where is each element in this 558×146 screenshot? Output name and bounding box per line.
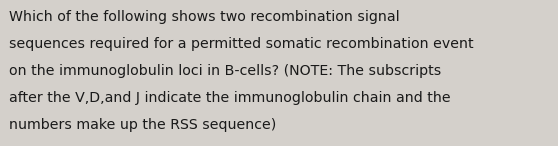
Text: after the V,D,and J indicate the immunoglobulin chain and the: after the V,D,and J indicate the immunog… bbox=[9, 91, 450, 105]
Text: Which of the following shows two recombination signal: Which of the following shows two recombi… bbox=[9, 10, 400, 24]
Text: sequences required for a permitted somatic recombination event: sequences required for a permitted somat… bbox=[9, 37, 474, 51]
Text: numbers make up the RSS sequence): numbers make up the RSS sequence) bbox=[9, 118, 276, 132]
Text: on the immunoglobulin loci in B-cells? (NOTE: The subscripts: on the immunoglobulin loci in B-cells? (… bbox=[9, 64, 441, 78]
